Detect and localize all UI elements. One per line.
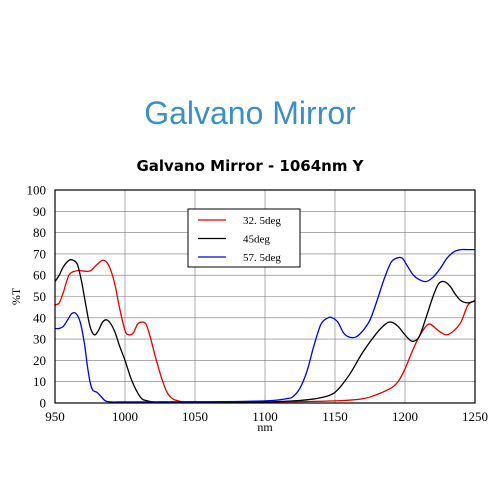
- y-tick-label: 40: [33, 310, 46, 325]
- y-tick-label: 100: [27, 183, 47, 198]
- x-tick-label: 1150: [322, 409, 348, 424]
- y-axis-label: %T: [9, 287, 23, 305]
- page-heading: Galvano Mirror: [144, 95, 356, 131]
- legend-label: 57. 5deg: [243, 252, 281, 264]
- x-tick-label: 1000: [112, 409, 138, 424]
- x-tick-label: 1050: [182, 409, 208, 424]
- x-tick-label: 1250: [462, 409, 488, 424]
- series-line-57-5deg: [54, 248, 475, 403]
- x-tick-label: 1100: [252, 409, 278, 424]
- y-tick-label: 70: [33, 246, 46, 261]
- legend-label: 32. 5deg: [243, 215, 281, 227]
- tick-labels: 0 10 20 30 40 50 60 70 80 90 100 950 1000 1050 1100 115…: [27, 183, 489, 425]
- legend-label: 45deg: [243, 234, 270, 246]
- y-tick-label: 30: [33, 332, 46, 347]
- y-tick-label: 60: [33, 268, 46, 283]
- y-tick-label: 10: [33, 374, 46, 389]
- y-tick-label: 0: [40, 396, 47, 411]
- y-tick-label: 50: [33, 289, 46, 304]
- x-tick-label: 1200: [392, 409, 418, 424]
- y-tick-label: 90: [33, 204, 46, 219]
- x-tick-label: 950: [45, 409, 65, 424]
- series-lines: [54, 248, 476, 403]
- plot-frame: [54, 189, 476, 404]
- legend: 32. 5deg 45deg 57. 5deg: [187, 208, 301, 268]
- x-axis-label: nm: [257, 420, 273, 434]
- y-tick-label: 20: [33, 353, 46, 368]
- y-tick-label: 80: [33, 225, 46, 240]
- series-line-32-5deg: [54, 259, 476, 403]
- chart-title: Galvano Mirror - 1064nm Y: [136, 157, 364, 175]
